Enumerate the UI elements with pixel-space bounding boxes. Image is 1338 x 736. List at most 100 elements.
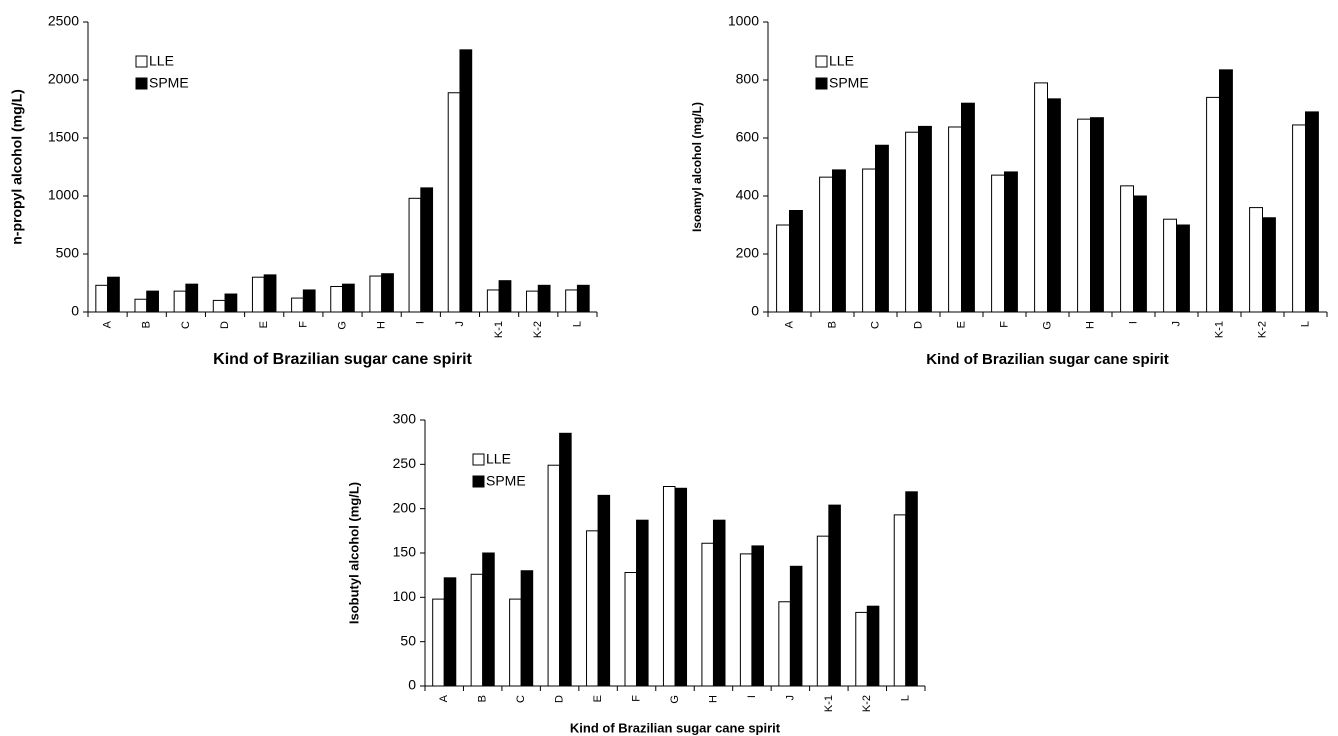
bar <box>482 552 495 687</box>
bar <box>107 276 120 313</box>
bar <box>547 464 561 687</box>
y-tick-label: 800 <box>736 71 760 87</box>
x-tick-label: I <box>415 321 427 324</box>
bar <box>855 611 868 687</box>
x-tick-label: E <box>955 321 967 328</box>
bar <box>224 293 238 313</box>
legend-swatch <box>472 453 485 466</box>
legend-swatch <box>135 77 148 90</box>
y-tick-label: 600 <box>736 129 760 145</box>
legend-label: SPME <box>149 75 189 91</box>
y-tick-label: 400 <box>736 187 760 203</box>
legend-label: SPME <box>829 75 869 91</box>
bar <box>1249 207 1263 313</box>
x-tick-label: I <box>1127 321 1139 324</box>
legend-swatch <box>135 55 148 68</box>
bar <box>432 598 445 687</box>
x-tick-label: D <box>912 321 924 329</box>
legend-swatch <box>815 77 828 90</box>
x-tick-label: J <box>454 321 466 327</box>
x-axis-label: Kind of Brazilian sugar cane spirit <box>213 351 472 368</box>
bar <box>1262 217 1276 313</box>
bar <box>470 573 484 687</box>
x-tick-label: J <box>1170 321 1182 327</box>
chart: 0 500 1000 1500 2000 2500 A B C D E F G H I J K-1 K-2 L Kin… <box>9 13 598 368</box>
x-tick-label: C <box>515 695 527 703</box>
bar <box>408 197 422 313</box>
bar <box>789 210 803 313</box>
bar <box>586 530 599 687</box>
y-tick-label: 200 <box>736 245 760 261</box>
bar <box>1305 111 1319 313</box>
bar <box>1090 117 1104 313</box>
x-tick-label: F <box>297 321 309 328</box>
bar <box>948 126 962 313</box>
bar <box>636 519 649 687</box>
x-tick-label: K-1 <box>493 321 505 338</box>
x-tick-label: B <box>477 695 489 702</box>
x-tick-label: A <box>438 694 450 702</box>
x-tick-label: K-2 <box>532 321 544 338</box>
bar <box>302 289 316 313</box>
x-tick-label: E <box>258 321 270 328</box>
bar <box>674 487 688 687</box>
y-tick-label: 500 <box>56 245 80 261</box>
x-tick-label: A <box>101 320 113 328</box>
x-tick-label: L <box>571 321 583 327</box>
bar <box>739 553 753 687</box>
legend-label: SPME <box>486 473 526 489</box>
bar <box>1219 69 1233 313</box>
x-tick-label: L <box>900 695 912 701</box>
bar <box>1163 218 1177 313</box>
bar <box>447 92 461 313</box>
y-axis-label: Isoamyl alcohol (mg/L) <box>690 102 704 232</box>
bar <box>778 601 791 687</box>
bar <box>1176 224 1190 313</box>
x-tick-label: C <box>180 321 192 329</box>
bar <box>185 283 199 313</box>
x-tick-label: B <box>826 321 838 328</box>
bar <box>789 565 803 687</box>
legend-label: LLE <box>829 53 854 69</box>
y-tick-label: 150 <box>393 544 417 560</box>
bar <box>1292 124 1306 313</box>
x-tick-label: K-1 <box>1213 321 1225 338</box>
bar <box>443 577 457 687</box>
bar <box>624 572 638 687</box>
x-tick-label: G <box>1041 321 1053 330</box>
bar <box>816 535 830 687</box>
x-tick-label: D <box>219 321 231 329</box>
bar <box>1120 185 1134 313</box>
bar <box>819 176 833 313</box>
bar <box>875 144 889 313</box>
bar <box>263 274 277 313</box>
x-axis-label: Kind of Brazilian sugar cane spirit <box>926 351 1169 368</box>
bar <box>520 570 534 687</box>
y-tick-label: 1000 <box>728 13 759 29</box>
y-tick-label: 50 <box>400 632 416 648</box>
legend-label: LLE <box>486 451 511 467</box>
bar <box>1206 96 1220 313</box>
y-tick-label: 0 <box>71 303 79 319</box>
x-tick-label: H <box>707 695 719 703</box>
x-tick-label: B <box>141 321 153 328</box>
bar <box>918 125 932 313</box>
x-tick-label: K-2 <box>861 695 873 712</box>
x-tick-label: D <box>554 695 566 703</box>
bar <box>1047 98 1061 313</box>
x-tick-label: K-2 <box>1256 321 1268 338</box>
bar <box>420 187 434 313</box>
x-tick-label: H <box>1084 321 1096 329</box>
bar <box>866 605 880 687</box>
bar <box>1077 118 1091 313</box>
bar <box>597 494 611 687</box>
bar <box>576 284 590 313</box>
bar <box>862 168 876 313</box>
y-tick-label: 100 <box>393 588 417 604</box>
bar <box>828 504 841 687</box>
chart: 0 200 400 600 800 1000 A B C D E F G H I J K-1 K-2 L Kind o… <box>690 13 1328 368</box>
bar <box>776 224 790 313</box>
x-tick-label: L <box>1299 321 1311 327</box>
x-tick-label: G <box>669 695 681 704</box>
